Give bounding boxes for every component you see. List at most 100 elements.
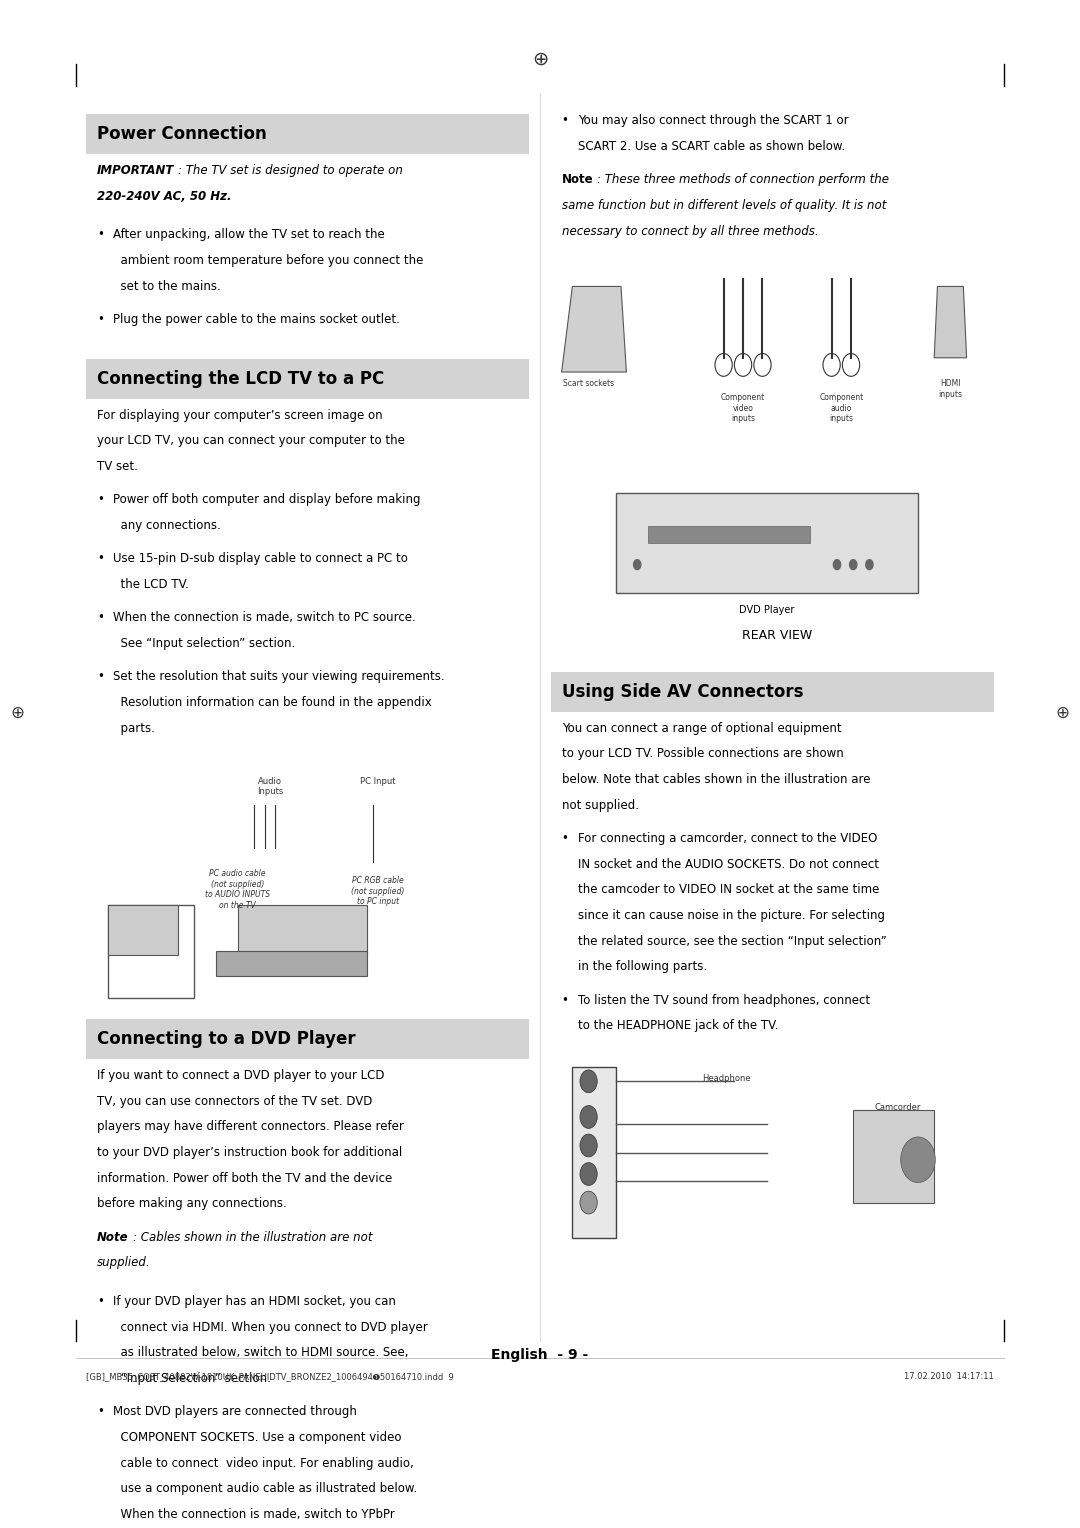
Text: You may also connect through the SCART 1 or: You may also connect through the SCART 1…: [578, 115, 849, 127]
Text: IMPORTANT: IMPORTANT: [97, 163, 175, 177]
Text: PC audio cable
(not supplied)
to AUDIO INPUTS
on the TV: PC audio cable (not supplied) to AUDIO I…: [205, 869, 270, 909]
Text: : These three methods of connection perform the: : These three methods of connection perf…: [597, 173, 889, 186]
Text: not supplied.: not supplied.: [562, 799, 638, 811]
Text: Connecting to a DVD Player: Connecting to a DVD Player: [97, 1030, 355, 1048]
Text: DVD Player: DVD Player: [739, 605, 795, 614]
Text: the related source, see the section “Input selection”: the related source, see the section “Inp…: [578, 935, 887, 947]
Bar: [853, 1109, 934, 1203]
Text: in the following parts.: in the following parts.: [578, 960, 707, 973]
Circle shape: [715, 353, 732, 376]
Circle shape: [901, 1137, 935, 1183]
Circle shape: [833, 559, 841, 570]
Text: TV, you can use connectors of the TV set. DVD: TV, you can use connectors of the TV set…: [97, 1094, 373, 1108]
Text: SCART 2. Use a SCART cable as shown below.: SCART 2. Use a SCART cable as shown belo…: [578, 139, 845, 153]
Bar: [616, 494, 918, 593]
Circle shape: [580, 1070, 597, 1093]
Text: : The TV set is designed to operate on: : The TV set is designed to operate on: [178, 163, 403, 177]
Text: 220-240V AC, 50 Hz.: 220-240V AC, 50 Hz.: [97, 189, 232, 203]
Polygon shape: [934, 286, 967, 358]
Text: Camcorder: Camcorder: [875, 1103, 921, 1112]
Text: •: •: [97, 552, 104, 565]
Text: 17.02.2010  14:17:11: 17.02.2010 14:17:11: [904, 1372, 994, 1381]
Text: TV set.: TV set.: [97, 460, 138, 472]
Circle shape: [754, 353, 771, 376]
Text: •: •: [97, 1296, 104, 1308]
Text: to your LCD TV. Possible connections are shown: to your LCD TV. Possible connections are…: [562, 747, 843, 761]
Circle shape: [734, 353, 752, 376]
Circle shape: [842, 353, 860, 376]
Circle shape: [580, 1106, 597, 1128]
Bar: [572, 1067, 616, 1238]
Bar: [648, 526, 810, 544]
Text: Set the resolution that suits your viewing requirements.: Set the resolution that suits your viewi…: [113, 671, 445, 683]
Text: PC RGB cable
(not supplied)
to PC input: PC RGB cable (not supplied) to PC input: [351, 877, 405, 906]
Text: •: •: [97, 313, 104, 325]
Text: players may have different connectors. Please refer: players may have different connectors. P…: [97, 1120, 404, 1134]
Text: Use 15-pin D-sub display cable to connect a PC to: Use 15-pin D-sub display cable to connec…: [113, 552, 408, 565]
FancyBboxPatch shape: [86, 1019, 529, 1059]
Text: •: •: [562, 993, 568, 1007]
FancyBboxPatch shape: [551, 672, 994, 712]
Text: •: •: [97, 1406, 104, 1418]
Text: Plug the power cable to the mains socket outlet.: Plug the power cable to the mains socket…: [113, 313, 401, 325]
Text: parts.: parts.: [113, 721, 156, 735]
Text: COMPONENT SOCKETS. Use a component video: COMPONENT SOCKETS. Use a component video: [113, 1432, 402, 1444]
Polygon shape: [562, 286, 626, 371]
Circle shape: [823, 353, 840, 376]
Circle shape: [849, 559, 858, 570]
Text: For displaying your computer’s screen image on: For displaying your computer’s screen im…: [97, 408, 382, 422]
Text: Connecting the LCD TV to a PC: Connecting the LCD TV to a PC: [97, 370, 384, 388]
Text: You can connect a range of optional equipment: You can connect a range of optional equi…: [562, 721, 841, 735]
Text: •: •: [97, 611, 104, 625]
Text: •: •: [562, 115, 568, 127]
FancyBboxPatch shape: [86, 359, 529, 399]
Circle shape: [633, 559, 642, 570]
Text: since it can cause noise in the picture. For selecting: since it can cause noise in the picture.…: [578, 909, 885, 921]
Circle shape: [865, 559, 874, 570]
Text: See “Input selection” section.: See “Input selection” section.: [113, 637, 296, 649]
Text: Component
audio
inputs: Component audio inputs: [820, 393, 863, 423]
Text: •: •: [97, 671, 104, 683]
Bar: [238, 905, 367, 955]
Text: connect via HDMI. When you connect to DVD player: connect via HDMI. When you connect to DV…: [113, 1320, 428, 1334]
Text: to your DVD player’s instruction book for additional: to your DVD player’s instruction book fo…: [97, 1146, 403, 1160]
Text: : Cables shown in the illustration are not: : Cables shown in the illustration are n…: [133, 1230, 373, 1244]
Text: ⊕: ⊕: [11, 704, 25, 723]
Bar: [216, 950, 367, 976]
Text: to the HEADPHONE jack of the TV.: to the HEADPHONE jack of the TV.: [578, 1019, 779, 1033]
Text: information. Power off both the TV and the device: information. Power off both the TV and t…: [97, 1172, 392, 1184]
Text: necessary to connect by all three methods.: necessary to connect by all three method…: [562, 225, 819, 237]
Text: “Input Selection” section.: “Input Selection” section.: [113, 1372, 271, 1384]
Circle shape: [580, 1192, 597, 1213]
Text: Scart sockets: Scart sockets: [563, 379, 615, 388]
Text: When the connection is made, switch to PC source.: When the connection is made, switch to P…: [113, 611, 416, 625]
Text: After unpacking, allow the TV set to reach the: After unpacking, allow the TV set to rea…: [113, 228, 386, 241]
Bar: [108, 905, 178, 955]
Text: Component
video
inputs: Component video inputs: [721, 393, 765, 423]
Circle shape: [580, 1134, 597, 1157]
Text: supplied.: supplied.: [97, 1256, 151, 1270]
Text: ⊕: ⊕: [1055, 704, 1069, 723]
Text: same function but in different levels of quality. It is not: same function but in different levels of…: [562, 199, 886, 212]
Text: Power off both computer and display before making: Power off both computer and display befo…: [113, 494, 421, 506]
Text: To listen the TV sound from headphones, connect: To listen the TV sound from headphones, …: [578, 993, 869, 1007]
Text: Note: Note: [97, 1230, 129, 1244]
Text: REAR VIEW: REAR VIEW: [742, 630, 813, 642]
Text: as illustrated below, switch to HDMI source. See,: as illustrated below, switch to HDMI sou…: [113, 1346, 409, 1360]
Text: the LCD TV.: the LCD TV.: [113, 578, 189, 591]
Text: use a component audio cable as illustrated below.: use a component audio cable as illustrat…: [113, 1482, 418, 1496]
Text: English  - 9 -: English - 9 -: [491, 1348, 589, 1361]
FancyBboxPatch shape: [86, 115, 529, 154]
Text: Power Connection: Power Connection: [97, 125, 267, 144]
Text: Using Side AV Connectors: Using Side AV Connectors: [562, 683, 804, 700]
Text: before making any connections.: before making any connections.: [97, 1198, 287, 1210]
Text: below. Note that cables shown in the illustration are: below. Note that cables shown in the ill…: [562, 773, 870, 785]
Text: Most DVD players are connected through: Most DVD players are connected through: [113, 1406, 357, 1418]
Text: IN socket and the AUDIO SOCKETS. Do not connect: IN socket and the AUDIO SOCKETS. Do not …: [578, 857, 879, 871]
Bar: [108, 905, 194, 998]
Text: any connections.: any connections.: [113, 520, 221, 532]
Text: Audio
Inputs: Audio Inputs: [257, 776, 283, 796]
Text: •: •: [97, 228, 104, 241]
Text: •: •: [97, 494, 104, 506]
Text: For connecting a camcorder, connect to the VIDEO: For connecting a camcorder, connect to t…: [578, 831, 877, 845]
